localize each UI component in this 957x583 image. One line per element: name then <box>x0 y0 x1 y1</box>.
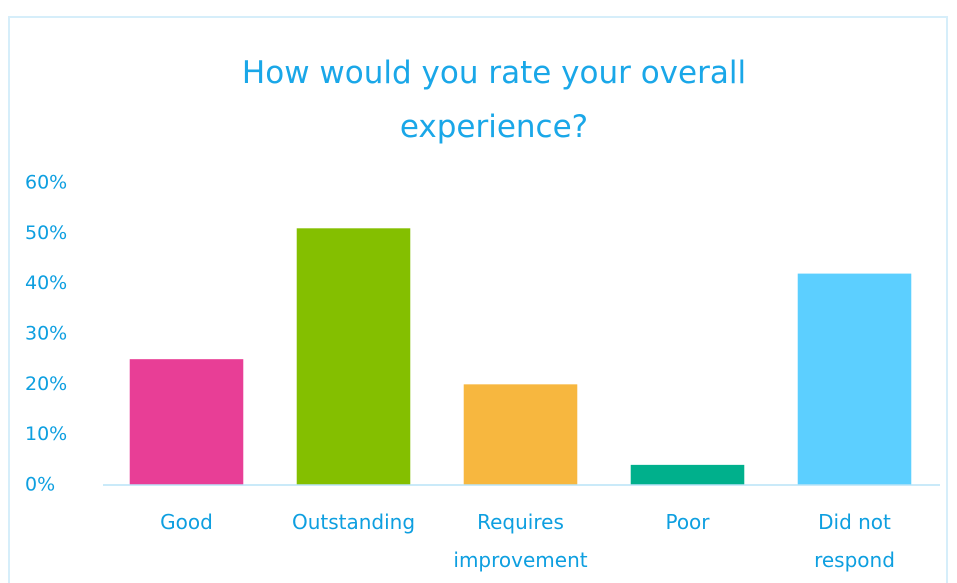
x-tick-label: Outstanding <box>291 510 416 534</box>
bar <box>129 359 244 485</box>
x-tick-label: Requires improvement <box>453 510 588 572</box>
bar <box>296 228 411 486</box>
x-tick-label: Poor <box>665 510 710 534</box>
chart-title: How would you rate your overall experien… <box>241 55 747 145</box>
y-tick-label: 10% <box>25 423 67 445</box>
bar <box>630 464 745 485</box>
bar <box>463 384 578 485</box>
x-tick-label: Good <box>160 510 213 534</box>
y-tick-label: 20% <box>25 373 67 395</box>
y-tick-label: 30% <box>25 323 67 345</box>
y-tick-label: 40% <box>25 272 67 294</box>
x-tick-label: Did not respond <box>814 510 895 572</box>
y-tick-label: 50% <box>25 222 67 244</box>
y-tick-label: 60% <box>25 172 67 194</box>
y-tick-label: 0% <box>25 474 55 496</box>
bar <box>797 273 912 485</box>
chart-frame <box>8 16 948 583</box>
